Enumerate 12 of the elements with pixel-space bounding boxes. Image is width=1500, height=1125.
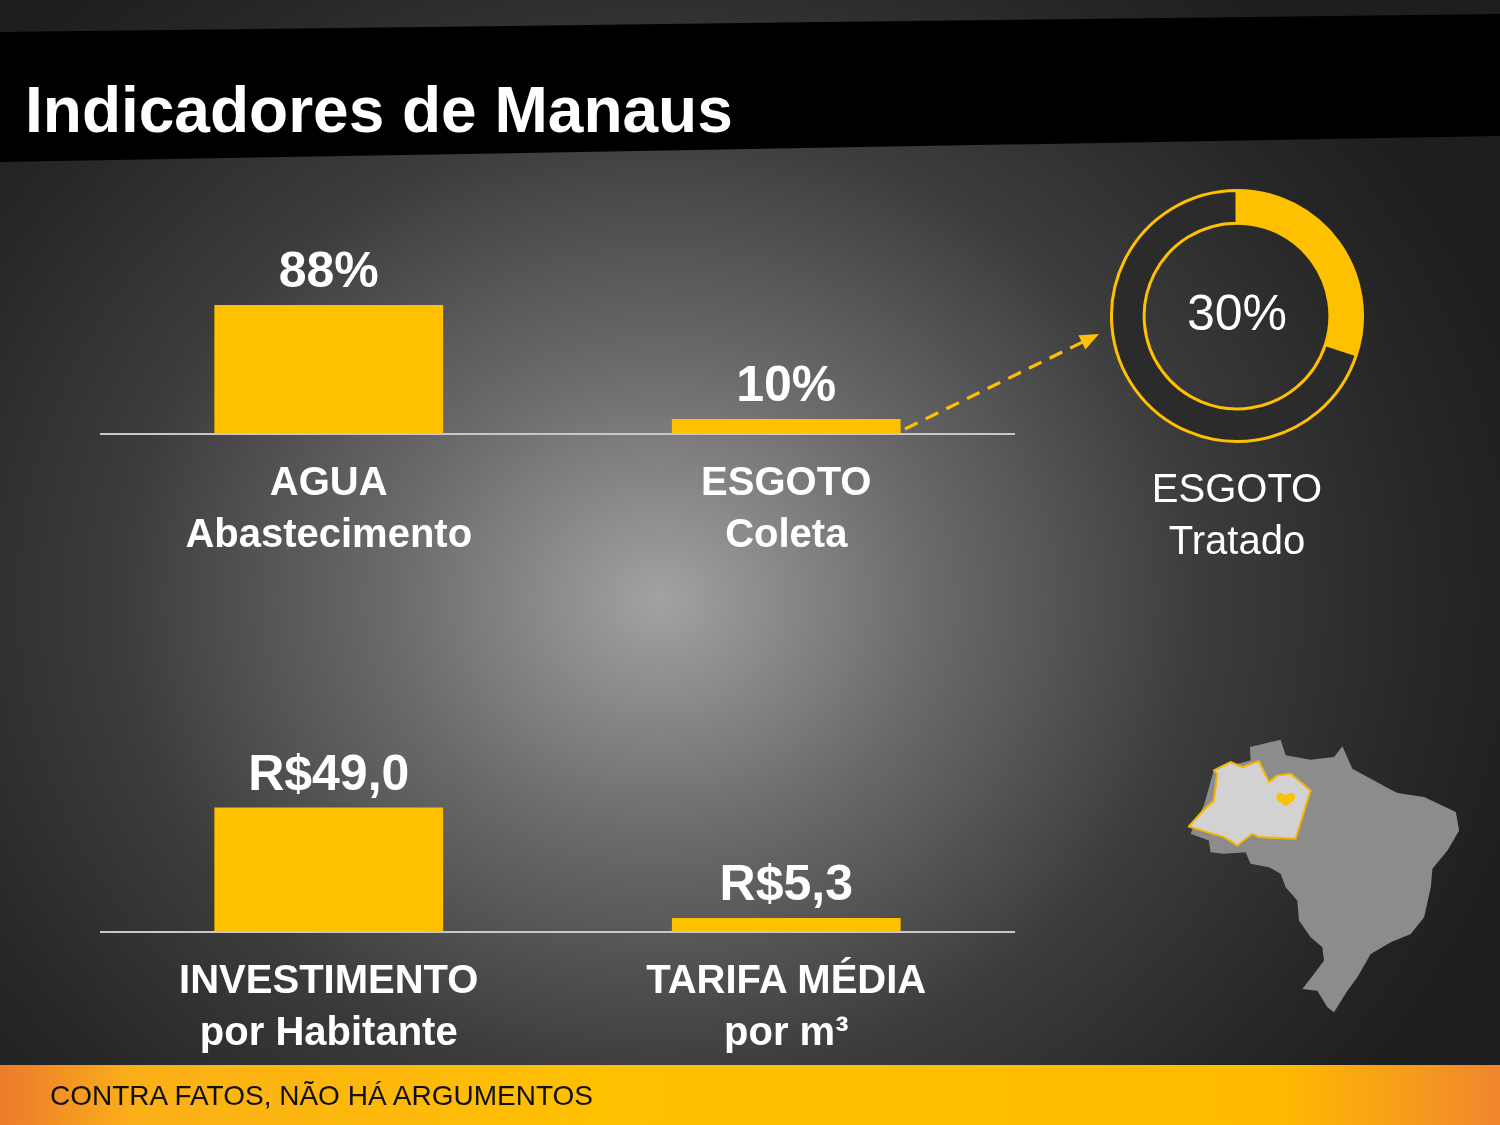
- x-tick-label: TARIFA MÉDIA por m³: [646, 956, 927, 1053]
- data-label: R$49,0: [248, 744, 410, 801]
- data-label: 10%: [736, 355, 837, 412]
- chart-title: Indicadores de Manaus: [25, 73, 733, 148]
- x-tick-label: ESGOTO Coleta: [701, 458, 872, 555]
- x-tick-label: AGUA Abastecimento: [185, 458, 473, 555]
- data-label: 30%: [1186, 284, 1288, 341]
- text: ESGOTO Tratado: [1151, 466, 1323, 563]
- data-label: 88%: [278, 241, 379, 298]
- text: CONTRA FATOS, NÃO HÁ ARGUMENTOS: [50, 1079, 593, 1113]
- data-label: R$5,3: [719, 855, 853, 912]
- x-tick-label: INVESTIMENTO por Habitante: [179, 956, 479, 1053]
